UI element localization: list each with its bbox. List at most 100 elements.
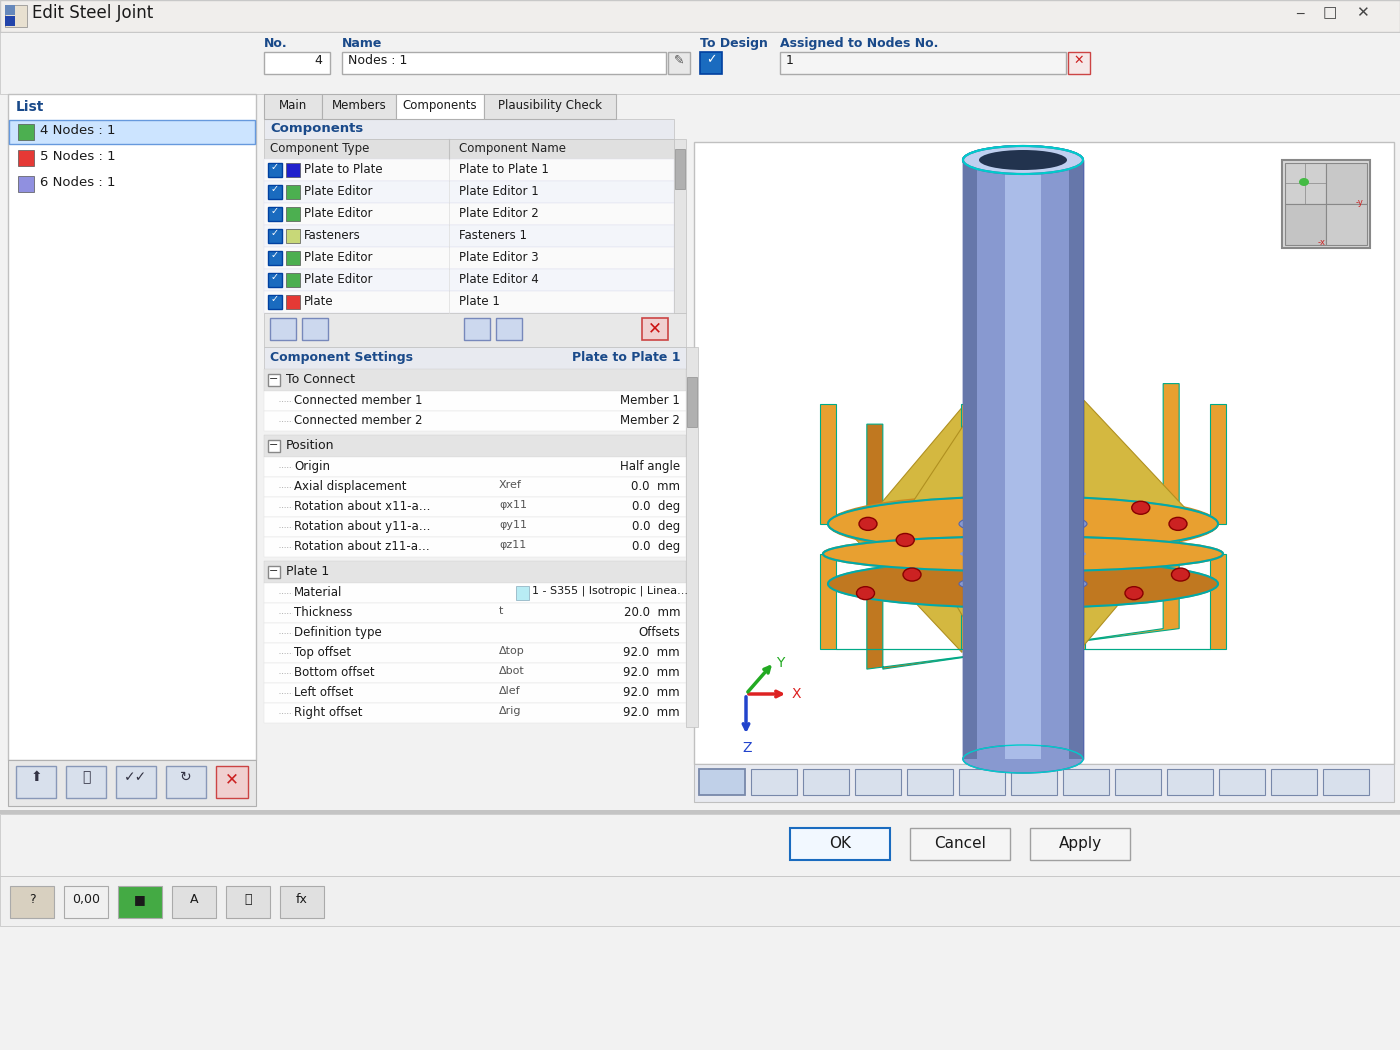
Bar [750,769,797,795]
Bar [267,207,281,220]
Text: t: t [498,606,504,616]
Bar [286,163,300,177]
Text: Y: Y [776,656,784,670]
Bar [963,160,977,759]
Text: ✓: ✓ [272,250,279,260]
Text: Right offset: Right offset [294,706,363,719]
Bar [265,682,686,704]
Bar [265,269,673,291]
Text: Plate to Plate 1: Plate to Plate 1 [571,351,680,364]
Ellipse shape [979,150,1067,170]
Bar [1326,204,1366,245]
Text: Plate Editor 2: Plate Editor 2 [459,207,539,220]
Ellipse shape [959,574,1086,593]
Ellipse shape [958,513,1088,533]
Text: ✓: ✓ [272,228,279,238]
Text: −: − [269,566,279,576]
Bar [265,704,686,723]
Bar [265,583,686,603]
Text: Plate 1: Plate 1 [286,565,329,578]
Bar [643,318,668,340]
Text: Members: Members [332,99,386,112]
Text: ?: ? [28,892,35,906]
Text: Plate to Plate: Plate to Plate [304,163,382,176]
Bar [6,5,27,27]
Bar [1326,163,1366,204]
Text: Member 1: Member 1 [620,394,680,407]
Text: ⬛: ⬛ [81,770,90,784]
Text: Plate Editor 4: Plate Editor 4 [459,273,539,286]
Text: □: □ [1323,5,1337,20]
Ellipse shape [857,587,875,600]
Bar [270,318,295,340]
Polygon shape [820,404,966,524]
Text: Component Settings: Component Settings [270,351,413,364]
Bar [267,273,281,287]
Bar [6,16,15,26]
Text: Bottom offset: Bottom offset [294,666,375,679]
Text: Component Type: Component Type [270,142,370,155]
Ellipse shape [1172,568,1190,581]
Ellipse shape [1061,559,1078,572]
Ellipse shape [979,150,1067,170]
Text: Main: Main [279,99,307,112]
Bar [286,229,300,243]
Bar [8,760,256,806]
Text: Definition type: Definition type [294,626,382,639]
Bar [265,52,330,74]
Bar [267,566,280,578]
Text: Nodes : 1: Nodes : 1 [349,54,407,67]
Bar [265,225,673,247]
Bar [265,537,686,556]
Text: −: − [269,440,279,450]
Text: Plate: Plate [304,295,333,308]
Ellipse shape [1126,587,1142,600]
Bar [265,643,686,663]
Bar [673,139,686,313]
Bar [66,766,106,798]
Ellipse shape [903,568,921,581]
Bar [10,886,55,918]
Text: φx11: φx11 [498,500,526,510]
Bar [1282,160,1371,248]
Bar [0,814,1400,876]
Bar [265,181,673,203]
Ellipse shape [827,560,1218,608]
Text: 92.0  mm: 92.0 mm [623,646,680,659]
Polygon shape [1081,404,1226,524]
Bar [265,435,686,457]
Text: Plate 1: Plate 1 [459,295,500,308]
Bar [0,32,1400,94]
Text: ■: ■ [134,892,146,906]
Bar [64,886,108,918]
Bar [265,247,673,269]
Text: Z: Z [742,741,752,755]
Text: Rotation about z11-a…: Rotation about z11-a… [294,540,430,553]
Bar [1168,769,1212,795]
Bar [790,828,890,860]
Polygon shape [1067,533,1179,643]
Bar [172,886,216,918]
Text: Half angle: Half angle [620,460,680,472]
Bar [267,185,281,200]
Bar [963,160,1084,759]
Bar [267,163,281,177]
Polygon shape [853,407,962,652]
Text: Rotation about y11-a…: Rotation about y11-a… [294,520,431,533]
Text: Axial displacement: Axial displacement [294,480,406,494]
Bar [1114,769,1161,795]
Bar [463,318,490,340]
Bar [517,586,529,600]
Bar [1323,769,1369,795]
Text: 1: 1 [785,54,794,67]
Text: X: X [792,687,801,701]
Bar [18,150,34,166]
Bar [963,160,977,759]
Text: ✕: ✕ [648,319,662,337]
Text: ✓: ✓ [272,206,279,216]
Bar [1005,160,1042,759]
Bar [265,561,686,583]
Text: Connected member 2: Connected member 2 [294,414,423,427]
Polygon shape [1065,407,1142,652]
Text: Assigned to Nodes No.: Assigned to Nodes No. [780,37,938,50]
